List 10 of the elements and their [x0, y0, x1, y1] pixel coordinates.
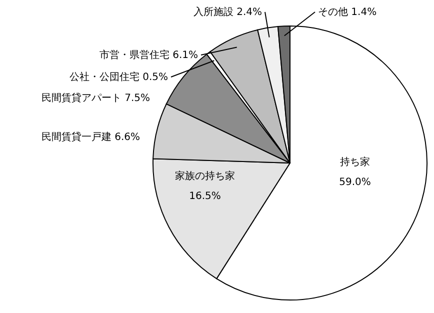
slice-label: 民間賃貸アパート 7.5%: [41, 92, 150, 104]
slice-label: その他 1.4%: [318, 6, 377, 18]
slice-label: 公社・公団住宅 0.5%: [69, 71, 168, 83]
data-label: 59.0%: [339, 177, 371, 188]
slice-label: 市営・県営住宅 6.1%: [99, 49, 198, 61]
slice-label: 持ち家: [340, 156, 370, 168]
data-label: 16.5%: [189, 191, 221, 202]
slice-label: 民間賃貸一戸建 6.6%: [41, 131, 140, 143]
slice-label: 家族の持ち家: [175, 170, 235, 182]
slice-label: 入所施設 2.4%: [193, 6, 262, 18]
